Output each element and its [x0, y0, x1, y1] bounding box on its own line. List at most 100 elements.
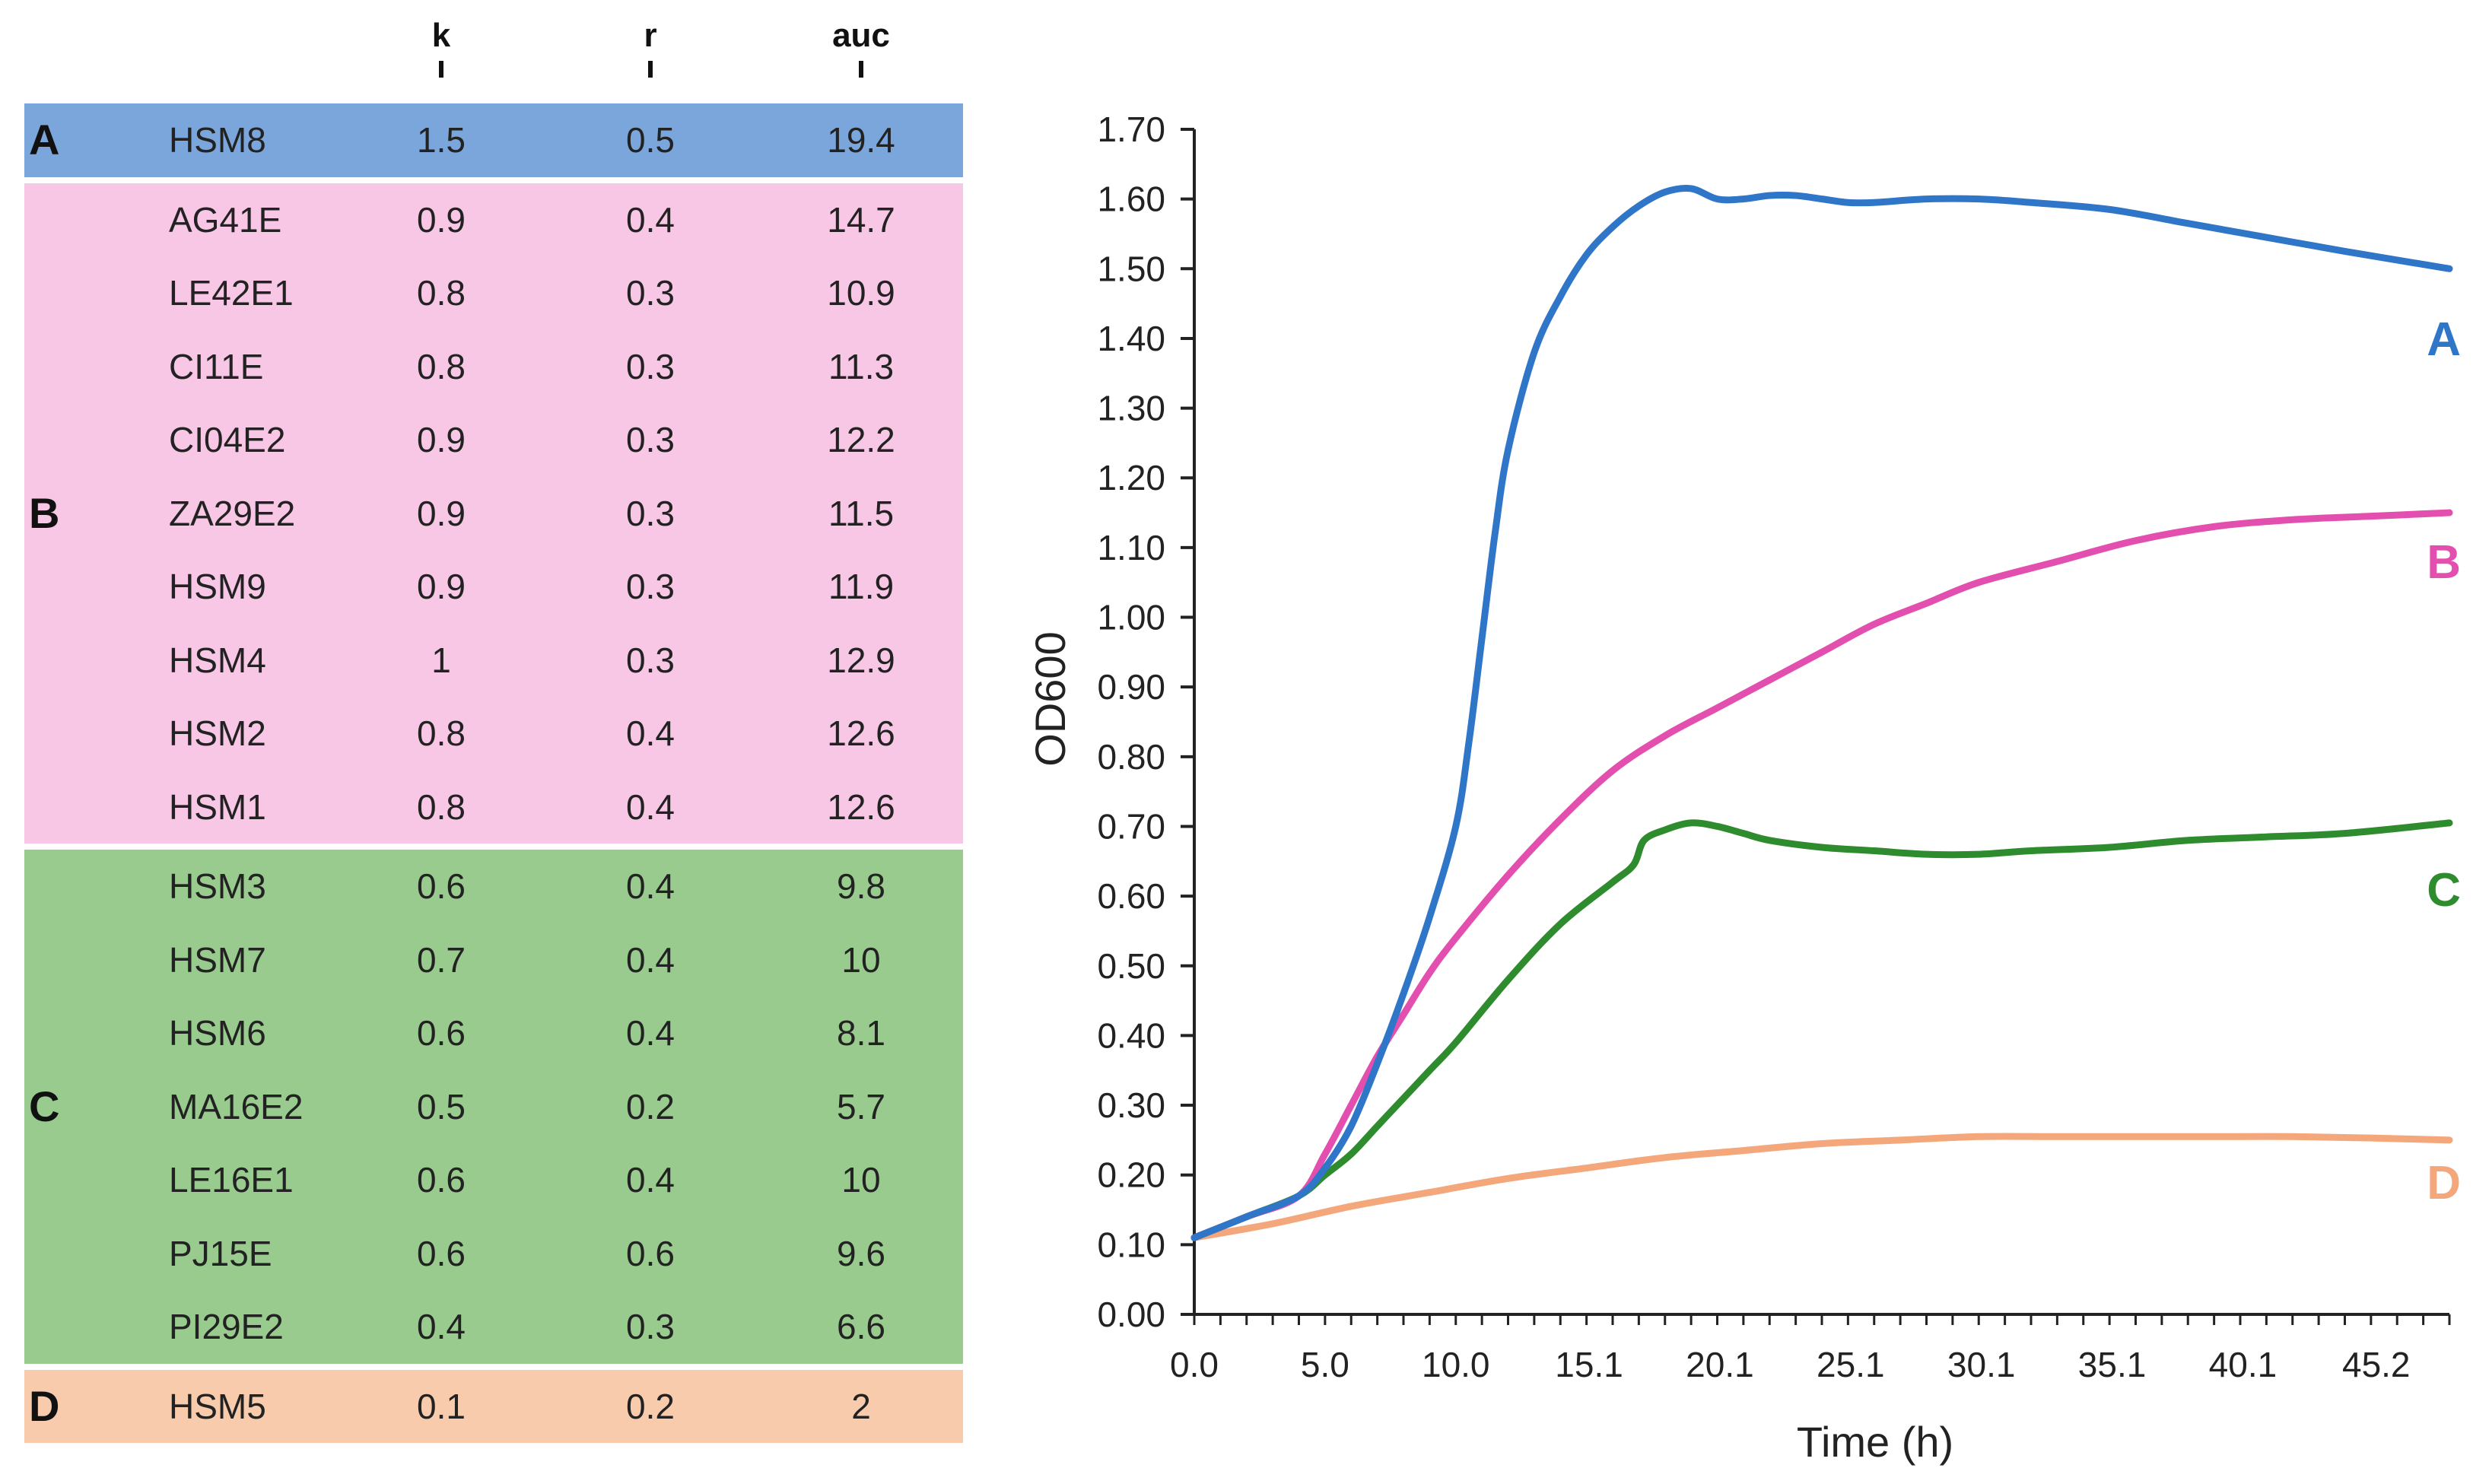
- cell-auc: 9.8: [837, 866, 885, 906]
- cell-r: 0.4: [626, 1013, 675, 1053]
- cell-name: HSM5: [169, 1386, 266, 1426]
- cell-r: 0.2: [626, 1386, 675, 1426]
- header-k-label: k: [431, 17, 451, 54]
- y-tick-label: 1.40: [1097, 319, 1165, 358]
- y-tick-label: 1.00: [1097, 598, 1165, 637]
- cell-auc: 12.2: [827, 420, 895, 459]
- cell-name: LE42E1: [169, 273, 294, 313]
- cell-auc: 11.9: [828, 567, 895, 606]
- cell-auc: 2: [851, 1386, 871, 1426]
- cell-auc: 12.6: [827, 713, 895, 753]
- group-letter: D: [29, 1381, 60, 1430]
- growth-curve-chart: 0.00 0.10 0.20 0.30 0.40 0.50 0.60 0.70 0.80 0.90…: [1026, 110, 2461, 1466]
- table-row: AG41E 0.9 0.4 14.7: [0, 183, 989, 256]
- group-c-block: [24, 850, 963, 1364]
- cell-auc: 19.4: [827, 120, 895, 160]
- y-tick-label: 0.40: [1097, 1015, 1165, 1055]
- series-line-a: [1190, 184, 2453, 1241]
- x-tick-label: 35.1: [2078, 1345, 2147, 1384]
- cell-r: 0.3: [626, 567, 675, 606]
- cell-auc: 5.7: [837, 1086, 885, 1127]
- x-tick-label: 45.2: [2342, 1345, 2411, 1384]
- header-r-label: r: [644, 17, 657, 54]
- header-auc-tick: [859, 61, 863, 78]
- cell-name: CI11E: [169, 346, 264, 386]
- cell-r: 0.4: [626, 786, 675, 827]
- y-tick-label: 1.20: [1097, 458, 1165, 497]
- cell-r: 0.3: [626, 273, 675, 313]
- cell-auc: 8.1: [837, 1013, 885, 1053]
- y-tick-label: 0.10: [1097, 1225, 1165, 1264]
- table-row: HSM9 0.9 0.3 11.9: [0, 550, 989, 623]
- cell-r: 0.4: [626, 1160, 675, 1200]
- cell-r: 0.3: [626, 640, 675, 680]
- table-row: LE16E1 0.6 0.4 10: [0, 1143, 989, 1216]
- cell-k: 1: [431, 640, 451, 680]
- y-tick-label: 1.30: [1097, 389, 1165, 428]
- y-axis-label: OD600: [1026, 631, 1074, 766]
- header-k: k: [388, 17, 494, 78]
- cell-r: 0.3: [626, 346, 675, 386]
- y-tick-label: 0.60: [1097, 876, 1165, 916]
- cell-k: 0.9: [417, 199, 466, 240]
- x-tick-label: 25.1: [1817, 1345, 1885, 1384]
- cell-r: 0.3: [626, 420, 675, 459]
- cell-auc: 12.9: [827, 640, 895, 680]
- table-row: HSM6 0.6 0.4 8.1: [0, 996, 989, 1069]
- y-tick-label: 1.50: [1097, 249, 1165, 288]
- cell-name: PI29E2: [169, 1307, 284, 1346]
- table-row: HSM7 0.7 0.4 10: [0, 923, 989, 996]
- table-row: ZA29E2 0.9 0.3 11.5: [0, 477, 989, 550]
- cell-r: 0.4: [626, 939, 675, 980]
- table-row: HSM2 0.8 0.4 12.6: [0, 697, 989, 770]
- cell-k: 0.8: [417, 273, 466, 313]
- y-tick-label: 1.70: [1097, 110, 1165, 149]
- group-letter: B: [29, 488, 60, 537]
- cell-name: AG41E: [169, 199, 282, 240]
- cell-r: 0.4: [626, 713, 675, 753]
- cell-k: 0.6: [417, 1013, 466, 1053]
- cell-r: 0.3: [626, 493, 675, 533]
- header-k-tick: [439, 61, 443, 78]
- x-tick-label: 5.0: [1301, 1345, 1349, 1384]
- table-row: HSM4 1 0.3 12.9: [0, 624, 989, 697]
- table-row: PJ15E 0.6 0.6 9.6: [0, 1217, 989, 1290]
- group-b-block: [24, 183, 963, 844]
- cell-name: HSM1: [169, 786, 266, 827]
- x-axis-label: Time (h): [1797, 1418, 1953, 1466]
- series-label-d: D: [2427, 1157, 2461, 1209]
- cell-name: LE16E1: [169, 1160, 294, 1200]
- y-tick-label: 1.10: [1097, 528, 1165, 567]
- y-tick-label: 0.00: [1097, 1295, 1165, 1334]
- cell-name: HSM4: [169, 640, 266, 680]
- cell-k: 0.7: [417, 939, 466, 980]
- series-label-a: A: [2427, 313, 2461, 366]
- x-tick-label: 10.0: [1422, 1345, 1490, 1384]
- group-letter: A: [29, 116, 60, 164]
- table-row: CI04E2 0.9 0.3 12.2: [0, 403, 989, 476]
- cell-name: HSM2: [169, 713, 266, 753]
- cell-auc: 11.3: [828, 346, 895, 386]
- cell-k: 0.4: [417, 1307, 466, 1346]
- cell-name: HSM8: [169, 120, 266, 160]
- y-tick-label: 0.80: [1097, 737, 1165, 777]
- cell-name: HSM7: [169, 939, 266, 980]
- cell-auc: 11.5: [828, 493, 895, 533]
- cell-r: 0.2: [626, 1086, 675, 1127]
- cell-k: 0.9: [417, 567, 466, 606]
- cell-k: 0.6: [417, 1233, 466, 1273]
- table-row: HSM3 0.6 0.4 9.8: [0, 850, 989, 923]
- cell-auc: 10: [841, 939, 881, 980]
- cell-auc: 12.6: [827, 786, 895, 827]
- x-tick-label: 15.1: [1555, 1345, 1623, 1384]
- header-auc: auc: [808, 17, 914, 78]
- strain-table: k r auc A HSM8 1.5 0.5 19.4 B AG41E 0.9 0.4 14.7 L…: [0, 0, 989, 1484]
- y-tick-label: 0.20: [1097, 1155, 1165, 1195]
- cell-r: 0.4: [626, 199, 675, 240]
- cell-k: 0.8: [417, 346, 466, 386]
- cell-auc: 10.9: [827, 273, 895, 313]
- cell-auc: 14.7: [827, 199, 895, 240]
- series-label-c: C: [2427, 864, 2461, 917]
- group-d-block: [24, 1369, 963, 1443]
- series-line-c: [1190, 819, 2453, 1241]
